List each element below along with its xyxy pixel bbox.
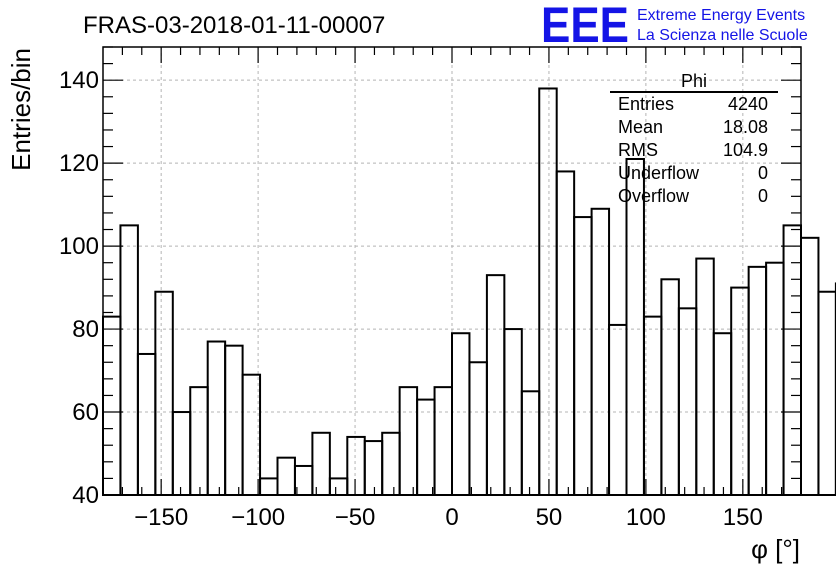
grid-lines (103, 47, 801, 496)
histogram-bar (189, 386, 209, 497)
y-tick-label: 40 (72, 482, 99, 509)
histogram-bar (171, 411, 192, 497)
histogram-bar (293, 464, 314, 496)
y-tick-label: 120 (59, 150, 99, 177)
x-tick-label: 100 (626, 504, 666, 531)
histogram-bar (800, 236, 820, 496)
x-tick-label: −150 (134, 504, 188, 531)
stats-mean-label: Mean (618, 117, 663, 137)
histogram-bar (346, 435, 366, 497)
x-tick-label: −100 (231, 504, 285, 531)
histogram-bar (817, 290, 836, 497)
histogram-bar (136, 352, 157, 496)
histogram-bar (363, 440, 384, 496)
y-tick-label: 140 (59, 67, 99, 94)
chart-title: FRAS-03-2018-01-11-00007 (83, 12, 385, 39)
histogram-bar (468, 361, 488, 496)
x-tick-label: 0 (445, 504, 458, 531)
histogram-bar (485, 274, 506, 497)
eee-logo: EEE Extreme Energy Events La Scienza nel… (541, 0, 808, 53)
histogram-bar (730, 286, 750, 496)
histogram-bar (119, 224, 139, 497)
histogram-bar (677, 307, 698, 497)
y-axis-label: Entries/bin (6, 48, 36, 171)
stats-underflow-label: Underflow (618, 163, 700, 183)
histogram-bar (538, 87, 558, 497)
histogram-bar (276, 456, 296, 496)
histogram-bar (206, 340, 227, 496)
histogram-bar (241, 373, 262, 496)
stats-rms-label: RMS (618, 140, 658, 160)
histogram-bar (555, 170, 576, 496)
axis-ticks (103, 46, 801, 496)
x-tick-label: 50 (536, 504, 563, 531)
stats-overflow-label: Overflow (618, 186, 690, 206)
histogram-bar (573, 216, 593, 497)
histogram-bar (259, 477, 279, 497)
histogram-bar (765, 261, 785, 496)
histogram-bar (747, 265, 768, 496)
histogram-bar (695, 257, 715, 496)
histogram-bar (642, 315, 663, 497)
stats-box-title: Phi (681, 71, 707, 91)
histogram-bar (381, 431, 401, 496)
histogram-bar (782, 224, 802, 497)
y-tick-label: 80 (72, 316, 99, 343)
histogram-bar (328, 477, 349, 497)
stats-mean-value: 18.08 (723, 117, 768, 137)
histogram-bar (311, 431, 331, 496)
histogram-bar (608, 323, 628, 497)
histogram-bar (520, 390, 541, 496)
eee-logo-mark: EEE (541, 0, 629, 53)
y-tick-label: 100 (59, 233, 99, 260)
stats-rms-value: 104.9 (723, 140, 768, 160)
stats-entries-value: 4240 (728, 94, 768, 114)
y-tick-label: 60 (72, 399, 99, 426)
histogram-bar (712, 332, 733, 496)
stats-entries-label: Entries (618, 94, 674, 114)
histogram-bar (660, 278, 680, 496)
stats-underflow-value: 0 (758, 163, 768, 183)
x-axis-label: φ [°] (751, 534, 800, 564)
eee-logo-line2: La Scienza nelle Scuole (637, 27, 808, 44)
histogram-bar (451, 332, 471, 496)
histogram-bar (433, 386, 453, 497)
histogram-bar (102, 315, 122, 497)
histogram-bar (590, 207, 611, 496)
x-tick-label: 150 (723, 504, 763, 531)
histogram-bar (416, 398, 436, 496)
histogram-bar (625, 158, 645, 496)
histogram-bar (224, 344, 244, 496)
x-tick-label: −50 (335, 504, 376, 531)
stats-overflow-value: 0 (758, 186, 768, 206)
tick-labels: −150 −100 −50 0 50 100 150 40 60 80 100 120 140 (59, 67, 763, 531)
histogram-bar (398, 386, 419, 497)
histogram-bar (154, 290, 174, 497)
eee-logo-line1: Extreme Energy Events (637, 7, 805, 24)
stats-box: Phi Entries 4240 Mean 18.08 RMS 104.9 Underflo… (610, 71, 778, 206)
